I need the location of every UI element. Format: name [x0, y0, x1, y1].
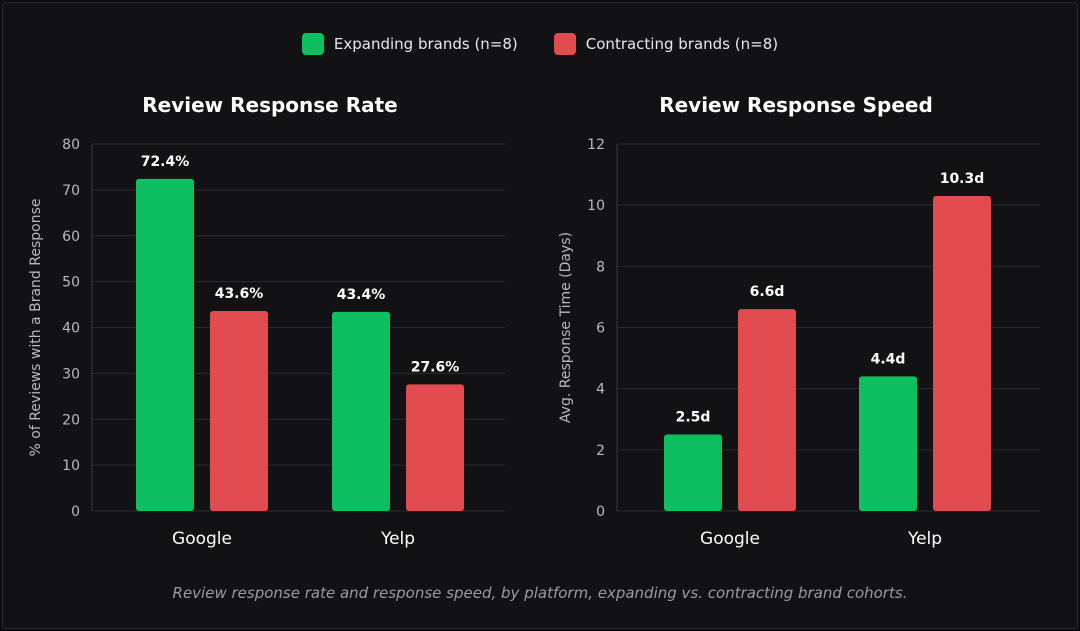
chart-title-response-speed: Review Response Speed — [659, 93, 933, 117]
chart-caption: Review response rate and response speed,… — [172, 584, 908, 602]
data-label: 6.6d — [750, 284, 785, 300]
data-label: 2.5d — [676, 410, 711, 426]
data-label: 72.4% — [141, 154, 190, 170]
y-tick-label: 50 — [62, 275, 80, 291]
y-tick-label: 4 — [596, 382, 605, 398]
legend: Expanding brands (n=8) Contracting brand… — [0, 33, 1080, 55]
legend-label-contracting: Contracting brands (n=8) — [585, 35, 779, 53]
y-axis-label: % of Reviews with a Brand Response — [28, 199, 44, 457]
bar-expanding-google — [664, 434, 722, 511]
x-tick-label-yelp: Yelp — [380, 529, 415, 549]
response-speed-chart: 0 2 4 6 8 10 12 Avg. Response Time (Days) 2.5d 6.… — [558, 137, 1040, 549]
y-axis-label: Avg. Response Time (Days) — [558, 232, 574, 423]
bar-contracting-yelp — [933, 195, 991, 511]
x-tick-label-google: Google — [172, 529, 232, 549]
bar-expanding-yelp — [859, 376, 917, 511]
y-tick-label: 8 — [596, 259, 605, 275]
y-tick-label: 30 — [62, 366, 80, 382]
legend-label-expanding: Expanding brands (n=8) — [333, 35, 518, 53]
legend-item-contracting: Contracting brands (n=8) — [553, 33, 779, 55]
y-tick-label: 10 — [62, 458, 80, 474]
x-tick-label-google: Google — [700, 529, 760, 549]
x-tick-label-yelp: Yelp — [907, 529, 942, 549]
y-tick-label: 10 — [587, 198, 605, 214]
data-label: 4.4d — [871, 351, 906, 367]
y-tick-label: 2 — [596, 443, 605, 459]
data-label: 43.4% — [337, 287, 386, 303]
y-tick-label: 0 — [596, 504, 605, 520]
y-tick-label: 40 — [62, 321, 80, 337]
chart-title-response-rate: Review Response Rate — [142, 93, 398, 117]
bar-contracting-google — [738, 309, 796, 511]
bar-contracting-yelp — [406, 384, 464, 511]
legend-swatch-contracting — [553, 33, 576, 55]
legend-item-expanding: Expanding brands (n=8) — [301, 33, 518, 55]
data-label: 27.6% — [411, 359, 460, 375]
y-tick-label: 6 — [596, 321, 605, 337]
legend-swatch-expanding — [301, 33, 324, 55]
data-label: 10.3d — [940, 171, 985, 187]
y-tick-label: 12 — [587, 137, 605, 153]
data-label: 43.6% — [215, 286, 264, 302]
bar-expanding-yelp — [332, 311, 390, 511]
y-tick-label: 0 — [71, 504, 80, 520]
y-tick-label: 80 — [62, 137, 80, 153]
response-rate-chart: 0 10 20 30 40 50 60 70 80 % of Reviews with a Bra… — [28, 137, 505, 549]
y-tick-label: 60 — [62, 229, 80, 245]
y-tick-label: 70 — [62, 183, 80, 199]
y-tick-label: 20 — [62, 412, 80, 428]
bar-expanding-google — [136, 178, 194, 512]
bar-contracting-google — [210, 310, 268, 511]
